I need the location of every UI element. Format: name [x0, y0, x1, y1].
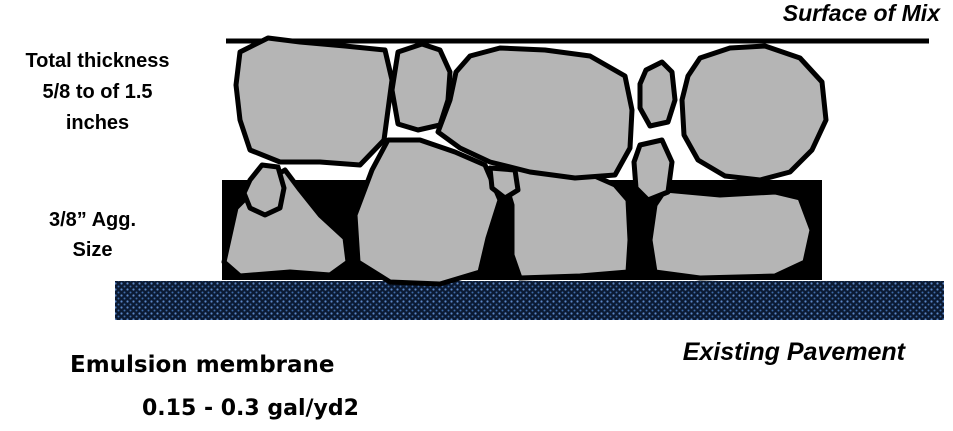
stone-upper-5 — [679, 43, 829, 183]
stone-lower-4 — [497, 162, 633, 281]
existing-pavement-label: Existing Pavement — [682, 338, 905, 366]
total-thickness-line-3: inches — [65, 112, 130, 134]
emulsion-membrane-label: Emulsion membrane — [70, 352, 335, 378]
total-thickness-line-1: Total thickness — [25, 50, 170, 72]
stone-lower-3 — [352, 137, 503, 287]
surface-of-mix-label: Surface of Mix — [782, 0, 940, 26]
stone-lower-6 — [647, 187, 815, 281]
existing-pavement-layer — [115, 281, 944, 320]
stone-lower-2 — [241, 162, 287, 218]
aggregate-size-line-1: 3/8” Agg. — [48, 209, 137, 231]
stone-upper-1 — [233, 35, 395, 168]
application-rate-label: 0.15 - 0.3 gal/yd2 — [142, 396, 359, 421]
stone-upper-3 — [435, 45, 635, 181]
aggregate-size-line-2: Size — [72, 239, 113, 261]
total-thickness-label: Total thickness 5/8 to of 1.5 inches — [0, 46, 195, 139]
aggregate-size-label: 3/8” Agg. Size — [0, 205, 185, 265]
total-thickness-line-2: 5/8 to of 1.5 — [42, 81, 153, 103]
stone-upper-4 — [637, 59, 678, 129]
stone-lower-7 — [631, 137, 675, 203]
